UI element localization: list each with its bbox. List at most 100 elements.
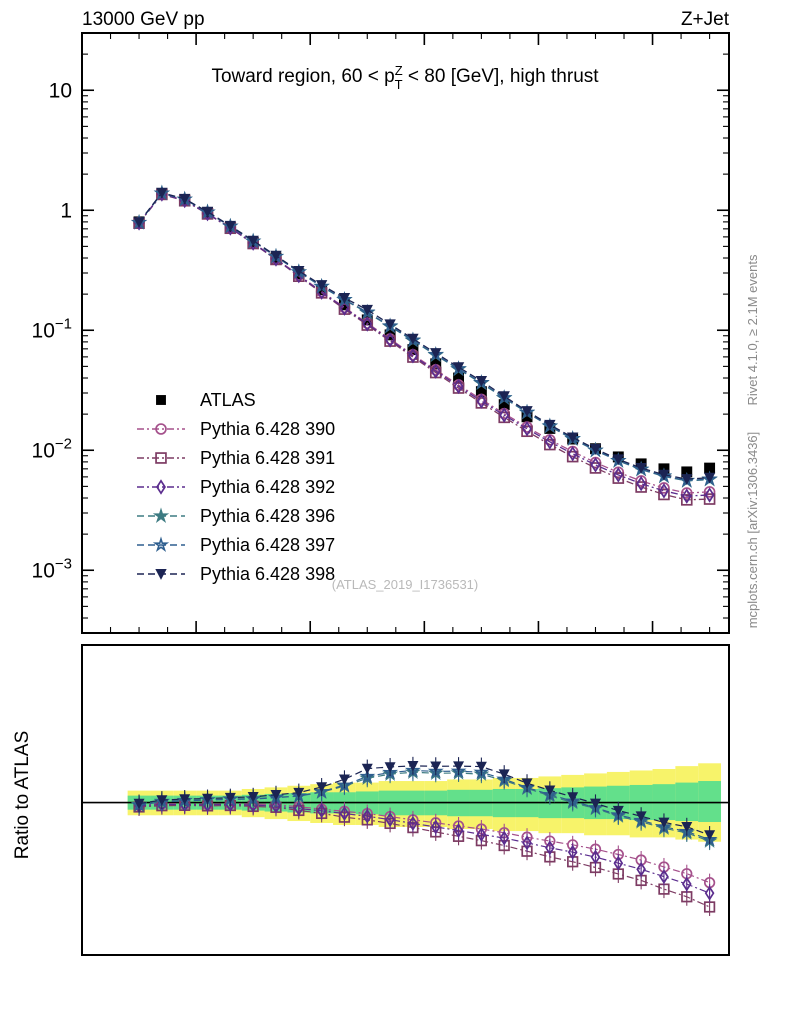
ratio-data-point bbox=[681, 822, 693, 833]
ratio-data-point bbox=[361, 763, 373, 775]
main-data-point bbox=[156, 187, 168, 199]
ratio-panel-frame bbox=[81, 644, 730, 956]
ratio-axis-label: Ratio to ATLAS bbox=[12, 731, 33, 860]
ratio-series-line bbox=[138, 765, 710, 836]
main-data-point bbox=[453, 372, 465, 384]
ratio-data-point bbox=[522, 835, 532, 851]
main-data-point bbox=[498, 391, 510, 403]
main-data-point bbox=[521, 406, 533, 418]
ratio-data-point bbox=[430, 819, 441, 835]
legend-item-s397[interactable]: Pythia 6.428 397 bbox=[137, 535, 335, 555]
main-data-point bbox=[590, 457, 601, 473]
ratio-series-layer bbox=[131, 756, 718, 916]
main-data-point bbox=[612, 472, 625, 484]
main-data-point bbox=[452, 362, 465, 374]
ratio-data-point bbox=[498, 769, 510, 780]
ratio-data-point bbox=[453, 822, 464, 839]
main-data-point bbox=[475, 386, 487, 398]
main-data-point bbox=[179, 193, 191, 205]
ratio-data-point bbox=[521, 778, 533, 789]
main-data-point bbox=[293, 266, 305, 277]
ratio-data-point bbox=[156, 795, 168, 806]
main-data-point bbox=[544, 434, 555, 450]
main-data-point bbox=[704, 462, 716, 474]
ratio-data-point bbox=[681, 876, 692, 892]
main-data-point bbox=[201, 206, 214, 218]
main-data-point bbox=[385, 332, 396, 348]
ratio-data-point bbox=[338, 774, 350, 786]
analysis-watermark: (ATLAS_2019_I1736531) bbox=[332, 577, 478, 592]
ratio-data-point bbox=[590, 849, 601, 865]
main-data-point bbox=[703, 486, 716, 498]
main-data-point bbox=[681, 474, 693, 486]
main-data-point bbox=[498, 399, 510, 411]
legend-label: Pythia 6.428 398 bbox=[200, 564, 335, 584]
ratio-data-point bbox=[704, 885, 715, 901]
ratio-data-point bbox=[133, 798, 145, 810]
legend-item-atlas[interactable]: ATLAS bbox=[156, 390, 256, 410]
main-data-point bbox=[566, 432, 579, 444]
legend-item-s396[interactable]: Pythia 6.428 396 bbox=[137, 506, 335, 526]
ratio-data-point bbox=[247, 792, 259, 803]
ratio-data-point bbox=[385, 812, 395, 828]
legend-label: Pythia 6.428 391 bbox=[200, 448, 335, 468]
main-data-point bbox=[133, 217, 145, 229]
ratio-data-point bbox=[499, 830, 510, 846]
legend-item-s398[interactable]: Pythia 6.428 398 bbox=[137, 564, 335, 584]
legend-item-s390[interactable]: Pythia 6.428 390 bbox=[137, 419, 335, 439]
ratio-data-point bbox=[384, 762, 396, 773]
ratio-data-point bbox=[545, 840, 555, 856]
ratio-data-point bbox=[567, 844, 578, 860]
main-data-point bbox=[567, 446, 578, 462]
main-data-point bbox=[613, 467, 624, 483]
legend-item-s392[interactable]: Pythia 6.428 392 bbox=[137, 477, 335, 497]
main-panel-frame bbox=[81, 32, 730, 634]
side-label-rivet: Rivet 4.1.0, ≥ 2.1M events bbox=[745, 254, 760, 405]
ratio-band-inner bbox=[698, 781, 722, 823]
main-data-point bbox=[658, 483, 669, 499]
ratio-data-point bbox=[430, 761, 442, 773]
main-data-point bbox=[544, 419, 556, 431]
side-label-mcplots: mcplots.cern.ch [arXiv:1306.3436] bbox=[745, 432, 760, 629]
main-data-point bbox=[703, 472, 716, 484]
ratio-data-point bbox=[179, 794, 191, 805]
legend-label: Pythia 6.428 396 bbox=[200, 506, 335, 526]
main-data-point bbox=[430, 363, 441, 379]
main-data-point bbox=[315, 280, 328, 291]
legend: ATLAS Pythia 6.428 390 Pythia 6.428 391 Pyt… bbox=[137, 390, 335, 584]
main-data-point bbox=[430, 348, 442, 360]
ratio-data-point bbox=[453, 761, 465, 772]
main-data-point bbox=[636, 475, 647, 492]
legend-label: Pythia 6.428 390 bbox=[200, 419, 335, 439]
main-data-point bbox=[680, 487, 693, 499]
main-data-point bbox=[681, 488, 692, 504]
ratio-data-point bbox=[293, 801, 304, 817]
ratio-data-point bbox=[202, 793, 214, 805]
main-data-point bbox=[224, 220, 237, 232]
main-data-point bbox=[407, 333, 419, 345]
main-panel: Toward region, 60 < pZ T < 80 [GeV], high… bbox=[32, 32, 730, 634]
legend-item-s391[interactable]: Pythia 6.428 391 bbox=[137, 448, 335, 468]
ratio-data-point bbox=[635, 811, 647, 822]
ratio-data-point bbox=[659, 869, 669, 885]
ratio-data-point bbox=[359, 768, 376, 784]
ratio-data-point bbox=[613, 855, 624, 871]
main-data-point bbox=[658, 469, 670, 481]
ratio-data-point bbox=[544, 785, 556, 797]
main-ytick-label: 10−1 bbox=[32, 315, 72, 342]
ratio-data-point bbox=[362, 808, 373, 824]
main-data-point bbox=[589, 444, 602, 455]
main-axis-ticks bbox=[81, 32, 729, 634]
main-data-point bbox=[339, 300, 350, 316]
ratio-data-point bbox=[408, 815, 418, 831]
main-data-point bbox=[658, 482, 670, 494]
ratio-data-point bbox=[316, 803, 327, 819]
main-ytick-label: 10 bbox=[49, 79, 72, 102]
main-data-point bbox=[361, 304, 373, 316]
main-data-point bbox=[475, 376, 488, 387]
ratio-data-point bbox=[316, 782, 328, 793]
ratio-data-point bbox=[407, 761, 419, 772]
main-data-point bbox=[680, 494, 693, 506]
ratio-data-point bbox=[636, 861, 646, 877]
